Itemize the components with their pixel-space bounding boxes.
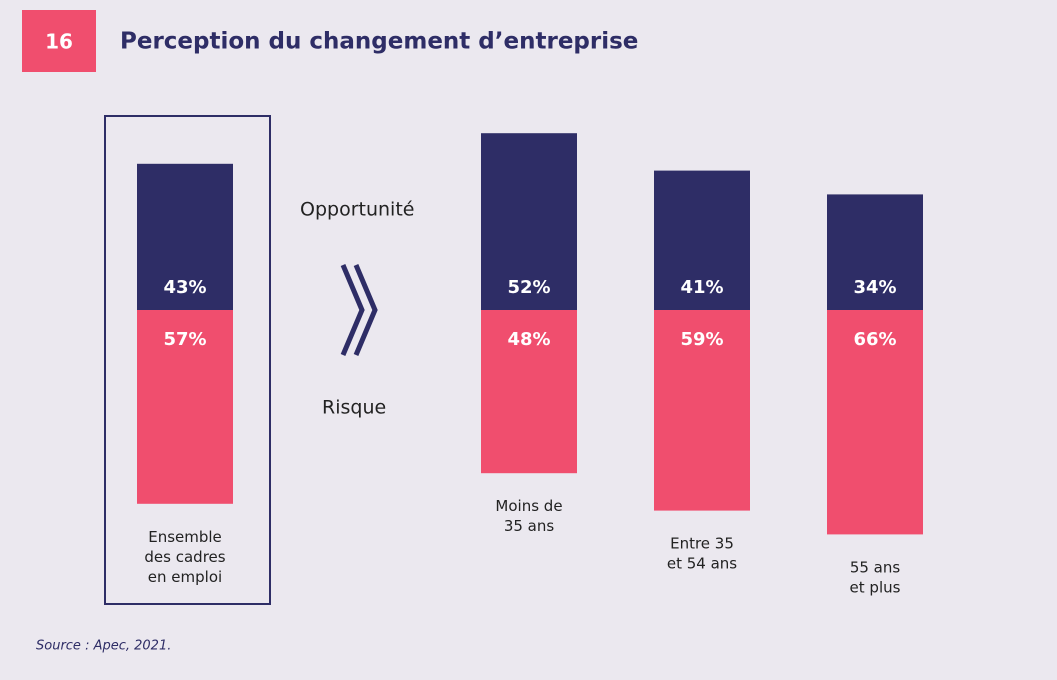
category-label: Ensemble des cadres en emploi	[144, 527, 225, 585]
chart-title: Perception du changement d’entreprise	[120, 29, 638, 55]
value-label: 41%	[680, 277, 723, 298]
value-label: 57%	[163, 329, 206, 350]
value-label: 34%	[853, 277, 896, 298]
category-label: 55 ans et plus	[850, 558, 901, 596]
source: Source : Apec, 2021.	[36, 639, 171, 654]
value-label: 43%	[163, 277, 206, 298]
bar-segment	[827, 310, 923, 535]
highlight-box	[104, 115, 271, 605]
value-label: 52%	[507, 277, 550, 298]
category-label: Entre 35 et 54 ans	[667, 534, 737, 572]
bar-segment	[654, 170, 750, 310]
value-label: 48%	[507, 329, 550, 350]
bar-segment	[654, 310, 750, 511]
chevron	[340, 264, 365, 356]
legend-opportunite: Opportunité	[300, 199, 414, 221]
bar-segment	[137, 310, 233, 504]
legend-risque: Risque	[322, 397, 386, 419]
value-label: 66%	[853, 329, 896, 350]
bar-segment	[481, 310, 577, 474]
chevron	[353, 264, 378, 356]
badge-number: 16	[45, 30, 73, 54]
badge	[22, 10, 96, 72]
bar-segment	[137, 163, 233, 310]
bar-segment	[827, 194, 923, 310]
bar-segment	[481, 133, 577, 310]
value-label: 59%	[680, 329, 723, 350]
category-label: Moins de 35 ans	[495, 497, 562, 535]
